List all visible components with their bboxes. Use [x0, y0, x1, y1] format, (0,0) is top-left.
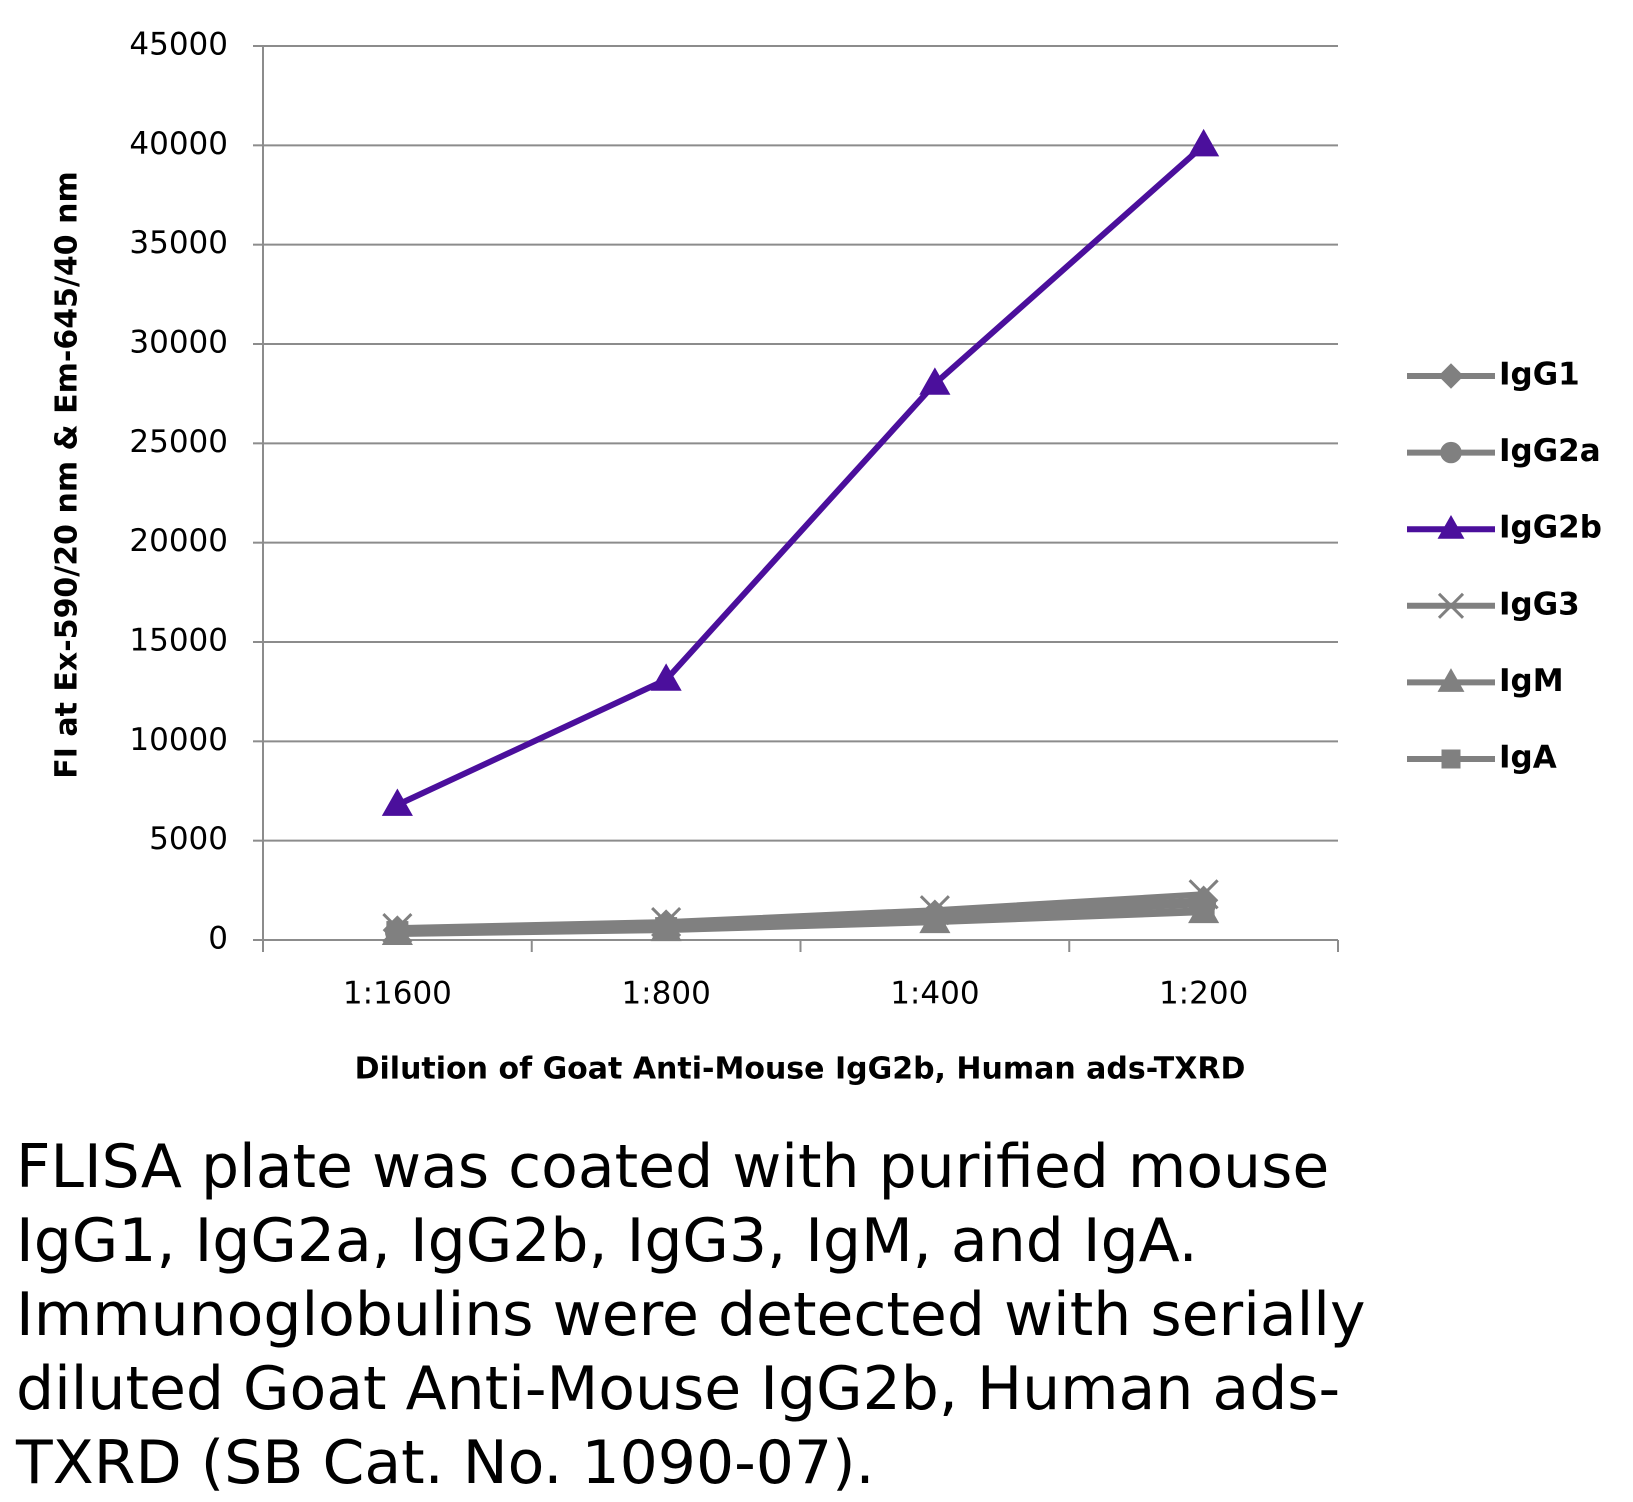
- marker: [655, 917, 678, 940]
- series-line: [396, 143, 1206, 808]
- y-tick-label: 10000: [129, 722, 228, 758]
- x-tick-label: 1:1600: [343, 976, 452, 1012]
- legend-label: IgA: [1499, 740, 1557, 776]
- caption-line: diluted Goat Anti-Mouse IgG2b, Human ads…: [16, 1354, 1341, 1424]
- y-tick-label: 0: [208, 921, 228, 957]
- marker: [1438, 363, 1464, 389]
- marker: [1437, 668, 1465, 692]
- caption-line: TXRD (SB Cat. No. 1090-07).: [16, 1428, 875, 1498]
- legend-label: IgM: [1499, 663, 1564, 699]
- series-line: [397, 907, 1204, 936]
- series-line: [397, 891, 1204, 932]
- marker: [386, 921, 409, 944]
- x-tick-label: 1:800: [621, 976, 710, 1012]
- x-axis-title: Dilution of Goat Anti-Mouse IgG2b, Human…: [355, 1052, 1246, 1087]
- y-tick-label: 20000: [129, 523, 228, 559]
- caption-line: FLISA plate was coated with purified mou…: [16, 1132, 1330, 1202]
- y-tick-label: 25000: [129, 424, 228, 460]
- chart: Dilution of Goat Anti-Mouse IgG2b, Human…: [50, 27, 1602, 1087]
- x-tick-label: 1:400: [890, 976, 979, 1012]
- marker: [650, 663, 682, 691]
- marker: [1188, 128, 1220, 157]
- y-tick-label: 15000: [129, 623, 228, 659]
- y-tick-label: 5000: [149, 821, 228, 857]
- legend-label: IgG1: [1499, 357, 1580, 393]
- marker: [919, 367, 951, 395]
- y-tick-label: 30000: [129, 325, 228, 361]
- y-tick-label: 45000: [129, 27, 228, 63]
- y-tick-label: 40000: [129, 126, 228, 162]
- y-axis-title: FI at Ex-590/20 nm & Em-645/40 nm: [50, 171, 85, 778]
- x-tick-label: 1:200: [1159, 976, 1248, 1012]
- marker: [1441, 749, 1461, 769]
- marker: [1437, 592, 1465, 619]
- marker: [923, 909, 946, 932]
- y-tick-label: 35000: [129, 225, 228, 261]
- caption-line: Immunoglobulins were detected with seria…: [16, 1280, 1366, 1350]
- legend-label: IgG2a: [1499, 433, 1601, 469]
- marker: [1440, 441, 1462, 464]
- marker: [1437, 514, 1465, 539]
- legend-label: IgG3: [1499, 586, 1580, 622]
- legend-label: IgG2b: [1499, 510, 1602, 546]
- caption-line: IgG1, IgG2a, IgG2b, IgG3, IgM, and IgA.: [16, 1206, 1198, 1276]
- caption: FLISA plate was coated with purified mou…: [16, 1130, 1616, 1500]
- marker: [1192, 899, 1215, 922]
- marker: [381, 788, 413, 816]
